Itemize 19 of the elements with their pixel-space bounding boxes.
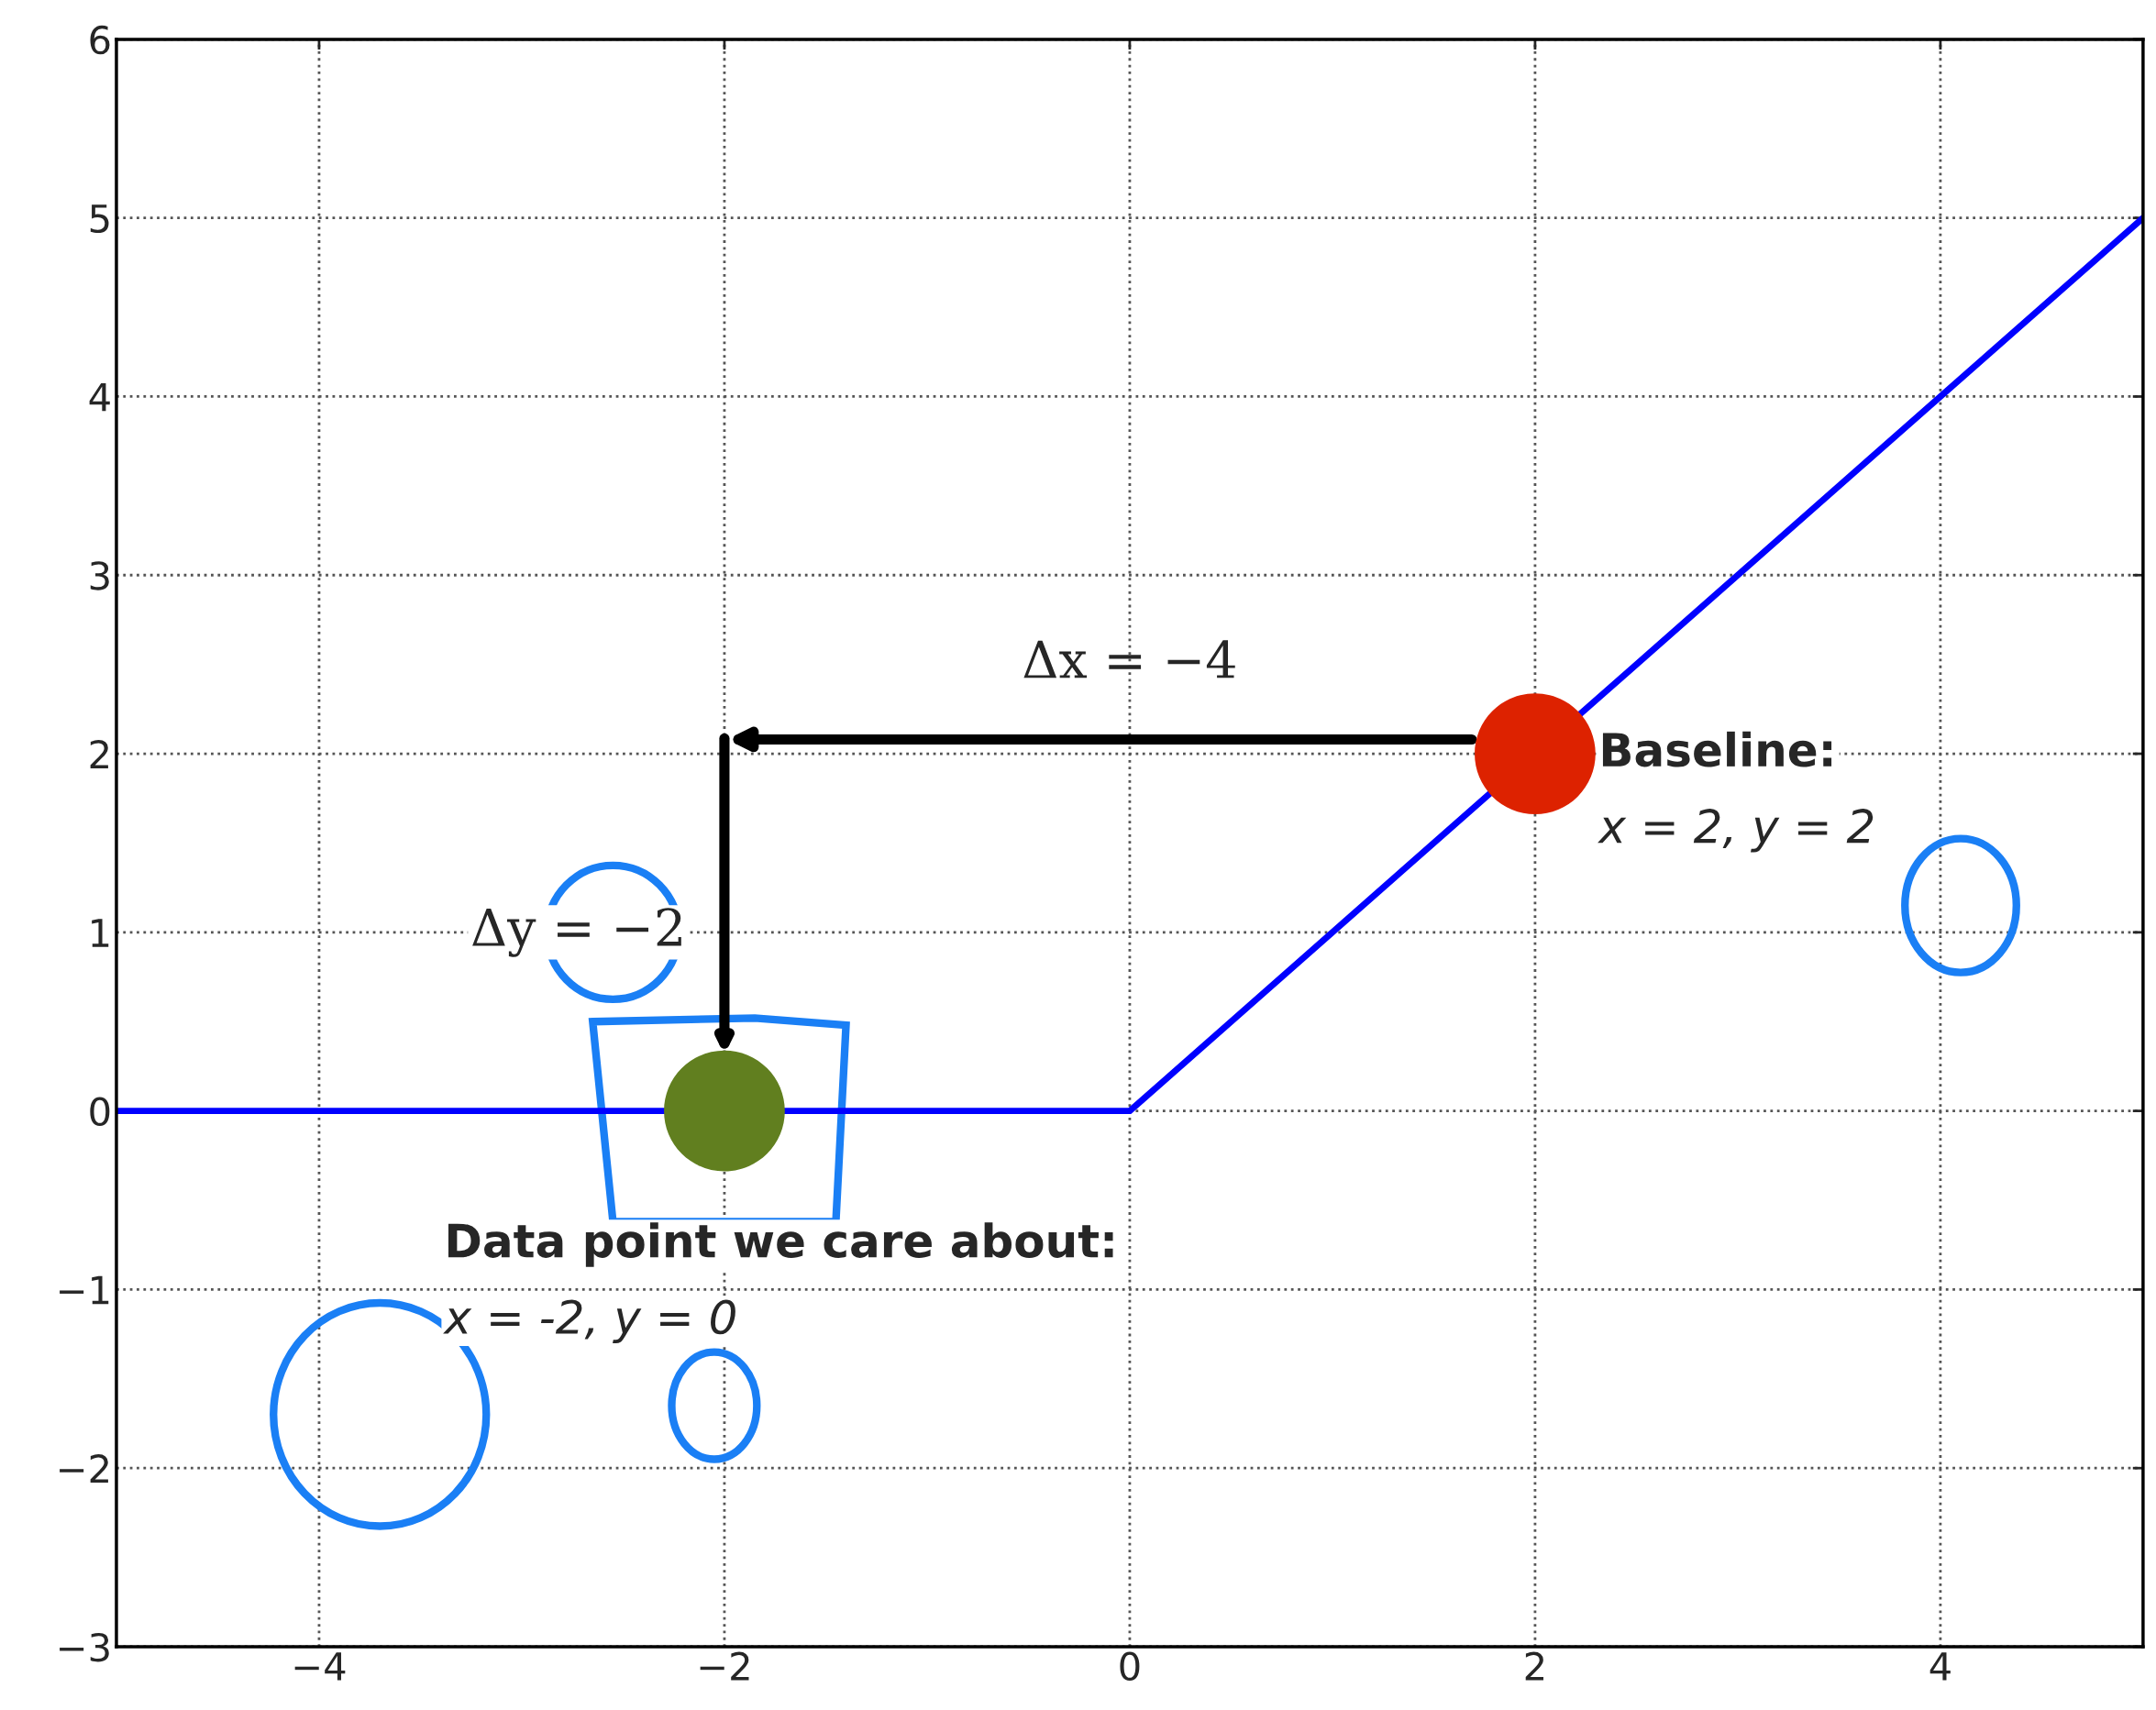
y-tick-label: −3 (60, 1632, 109, 1662)
annotation: Δx = −4 (1023, 640, 1235, 678)
x-tick-label: 2 (1525, 1651, 1543, 1681)
y-tick-label: 0 (90, 1097, 110, 1127)
y-tick-label: 6 (90, 25, 110, 55)
y-tick-label: −2 (60, 1454, 108, 1484)
x-tick-label: 4 (1929, 1652, 1951, 1681)
x-tick-label: 0 (1120, 1651, 1140, 1682)
annotation: Data point we care about: x = -2, y = 0 (443, 1222, 1113, 1343)
x-tick-label: −2 (700, 1651, 749, 1681)
x-tick-label: −4 (294, 1652, 346, 1681)
y-tick-label: 2 (90, 739, 108, 768)
y-tick-label: −1 (60, 1275, 109, 1305)
y-tick-label: 5 (90, 204, 109, 234)
annotation: Δy = −2 (472, 908, 681, 957)
y-tick-label: 1 (92, 919, 109, 947)
y-tick-label: 3 (90, 561, 109, 590)
annotation: Baseline: x = 2, y = 2 (1598, 731, 1874, 853)
y-tick-label: 4 (89, 382, 110, 412)
